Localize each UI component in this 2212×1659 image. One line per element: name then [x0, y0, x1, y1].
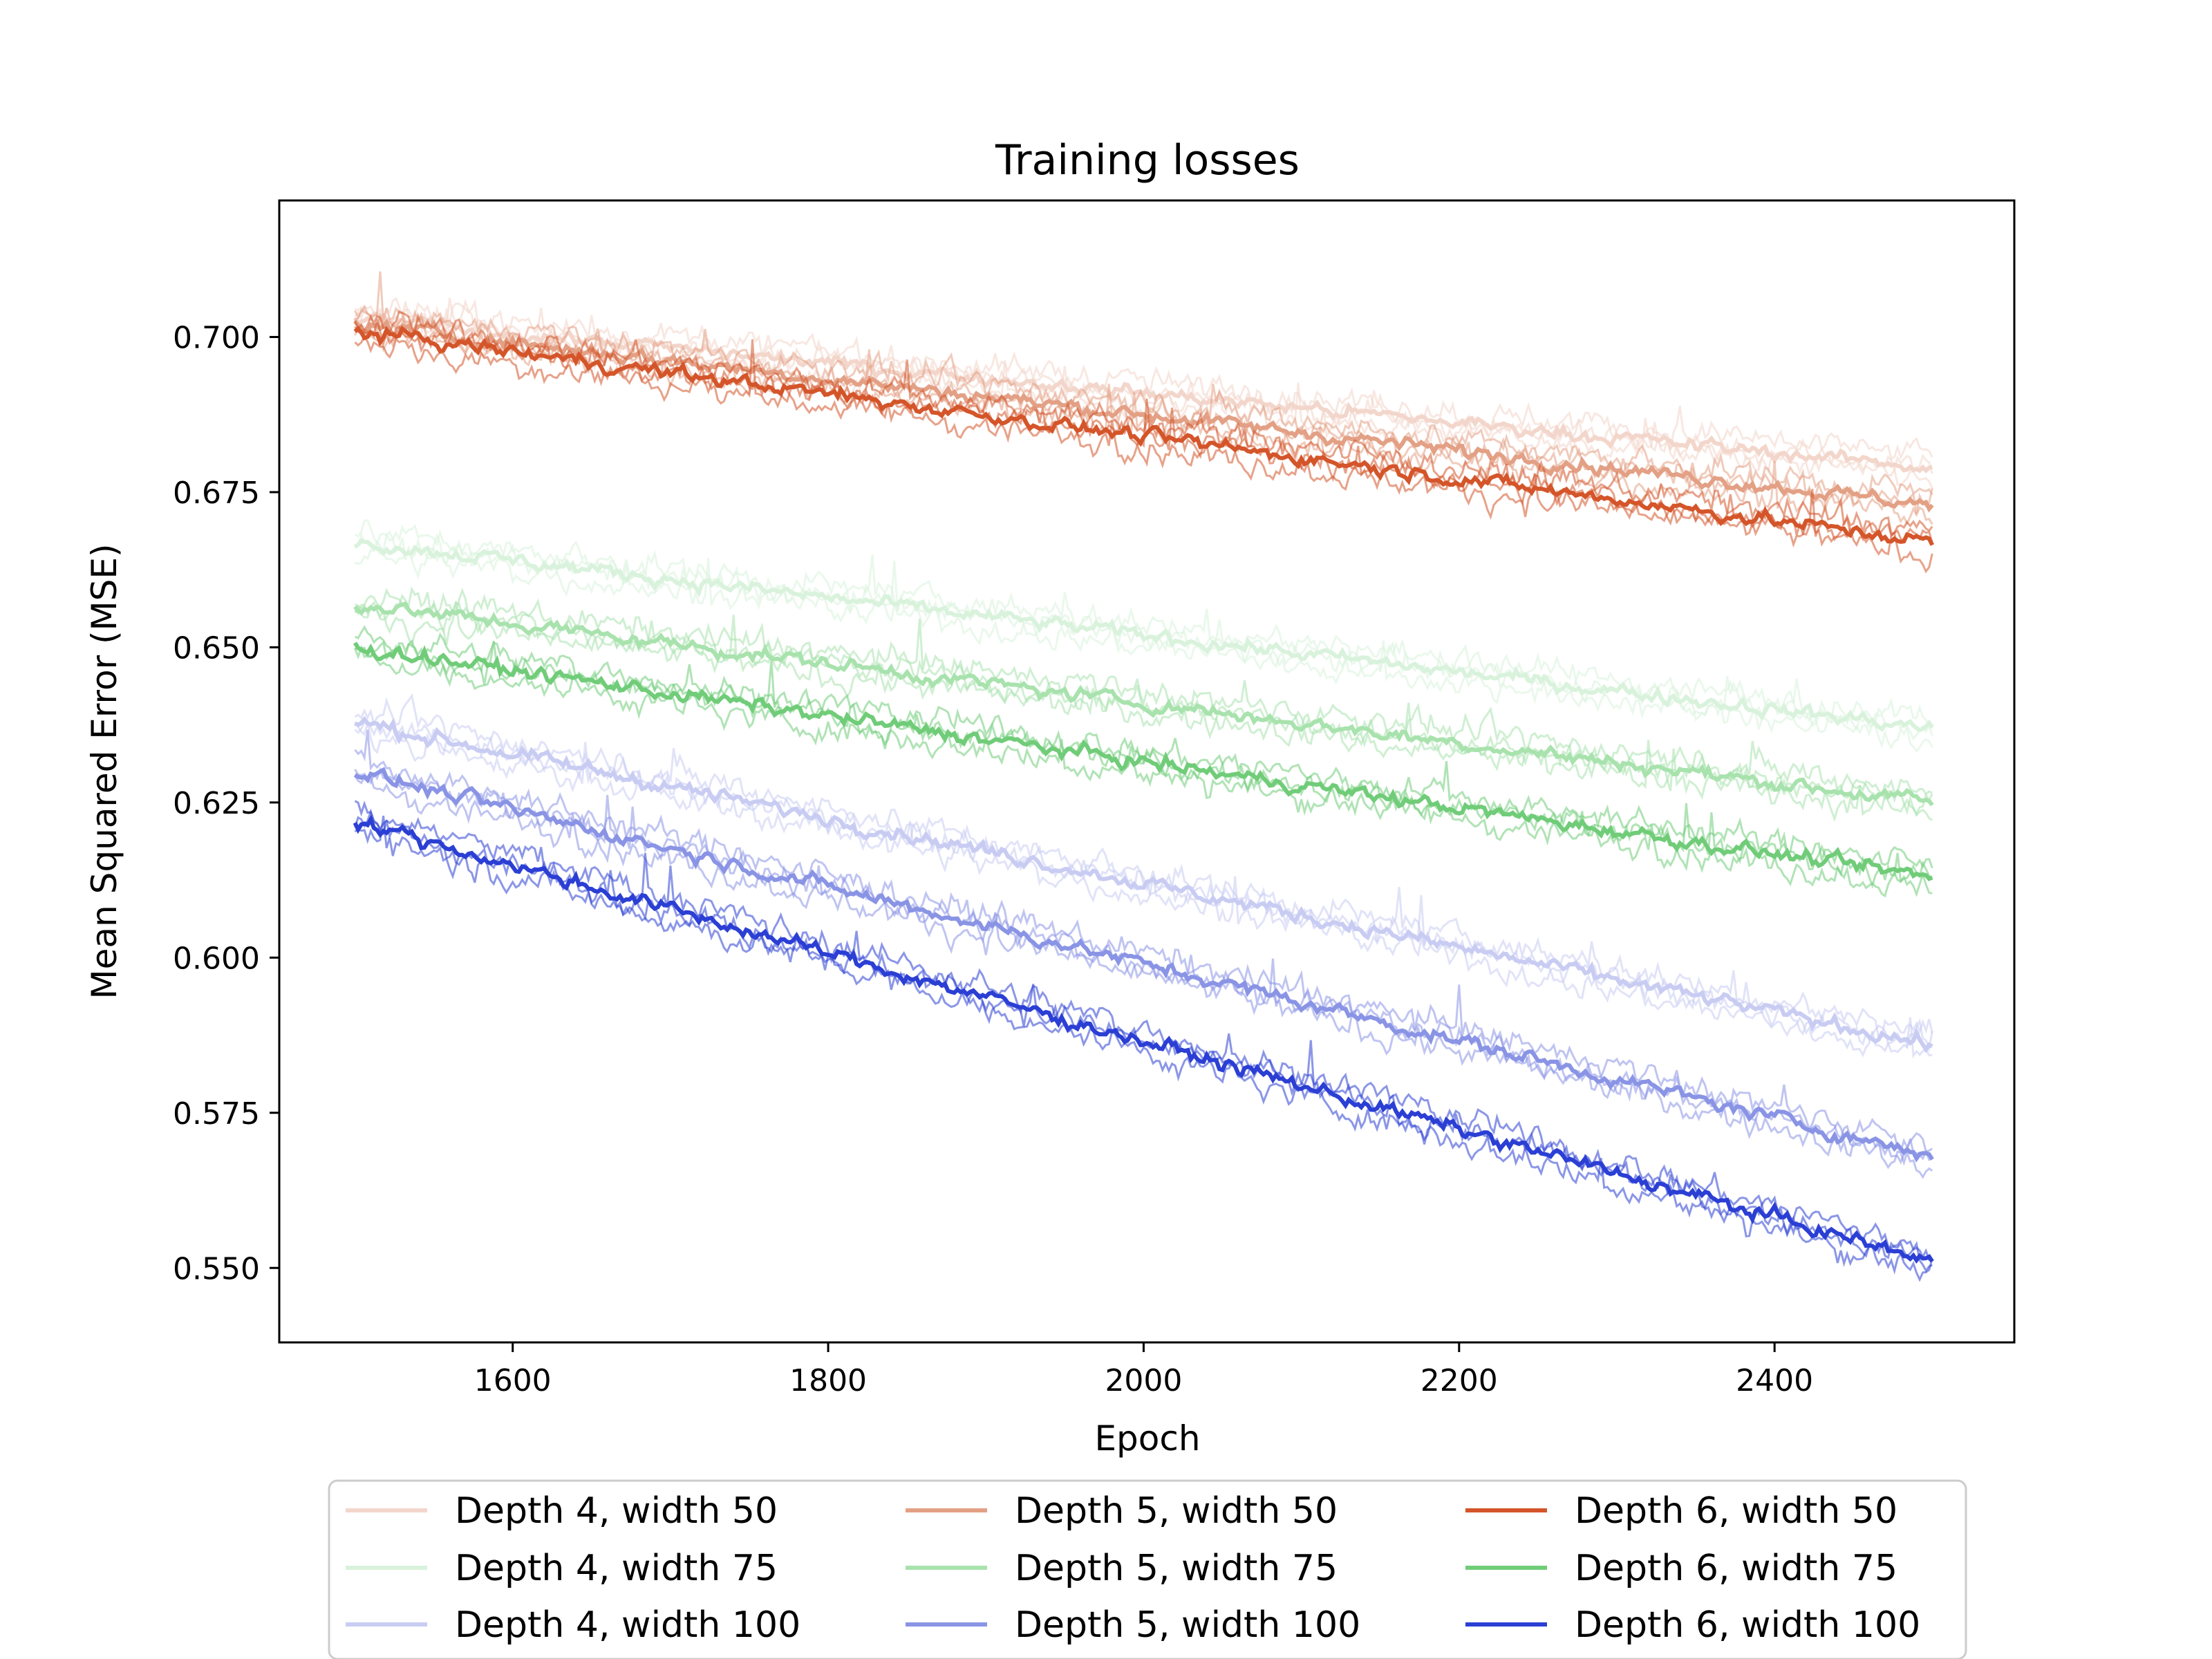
series-3-run-1 [354, 722, 1933, 1059]
legend-label-1: Depth 4, width 50 [455, 1490, 778, 1532]
legend-label-6: Depth 5, width 100 [1015, 1604, 1360, 1646]
x-axis: 1600 1800 2000 2200 2400 [474, 1342, 1813, 1398]
legend-item-5: Depth 5, width 75 [906, 1548, 1338, 1589]
series-6-mean-line [353, 767, 1934, 1163]
legend-label-5: Depth 5, width 75 [1015, 1548, 1338, 1589]
y-tick-label-2: 0.600 [173, 941, 260, 976]
legend-item-3: Depth 4, width 100 [346, 1604, 800, 1646]
legend-label-3: Depth 4, width 100 [455, 1604, 800, 1646]
y-axis: 0.550 0.575 0.600 0.625 0.650 0.675 0.700 [173, 321, 279, 1286]
legend-item-4: Depth 5, width 50 [906, 1490, 1338, 1532]
series-7-run-2 [354, 319, 1933, 543]
legend-label-8: Depth 6, width 75 [1575, 1548, 1897, 1589]
legend: Depth 4, width 50 Depth 4, width 75 Depth … [328, 1479, 1967, 1659]
series-3-mean-line [354, 715, 1933, 1053]
series-6 [353, 729, 1934, 1179]
legend-label-4: Depth 5, width 50 [1015, 1490, 1338, 1532]
series-5 [353, 586, 1934, 823]
y-tick-label-6: 0.700 [173, 321, 260, 356]
x-tick-label-1800: 1800 [789, 1363, 867, 1398]
legend-label-2: Depth 4, width 75 [455, 1548, 778, 1589]
series-6-run-1 [354, 775, 1933, 1179]
legend-item-8: Depth 6, width 75 [1465, 1548, 1897, 1589]
series-2-mean-line [353, 538, 1934, 733]
x-tick-label-2400: 2400 [1736, 1363, 1813, 1398]
series-7 [353, 310, 1935, 574]
legend-item-1: Depth 4, width 50 [346, 1490, 778, 1532]
x-tick-label-2200: 2200 [1421, 1363, 1498, 1398]
y-tick-label-3: 0.625 [173, 786, 260, 821]
series-8-run-3 [354, 625, 1933, 869]
series-6-run-3 [354, 729, 1933, 1161]
legend-label-7: Depth 6, width 50 [1575, 1490, 1897, 1532]
legend-item-7: Depth 6, width 50 [1465, 1490, 1897, 1532]
series-4-run-3 [354, 271, 1933, 500]
y-tick-label-4: 0.650 [173, 630, 260, 666]
series-2 [353, 519, 1934, 753]
series-5-run-3 [355, 586, 1933, 798]
y-axis-label: Mean Squared Error (MSE) [84, 543, 124, 999]
legend-frame [328, 1479, 1967, 1659]
legend-items: Depth 4, width 50 Depth 4, width 75 Depth … [346, 1490, 1920, 1646]
y-tick-label-0: 0.550 [173, 1251, 260, 1286]
legend-item-6: Depth 5, width 100 [906, 1604, 1360, 1646]
chart-title: Training losses [995, 136, 1300, 185]
x-tick-label-2000: 2000 [1105, 1363, 1182, 1398]
series-9 [353, 800, 1934, 1282]
y-tick-label-1: 0.575 [173, 1096, 260, 1132]
plot-frame [278, 199, 2016, 1344]
series-layer [353, 271, 1935, 1282]
series-9-run-3 [354, 800, 1933, 1262]
legend-item-2: Depth 4, width 75 [346, 1548, 778, 1589]
series-8-run-1 [355, 646, 1933, 898]
x-axis-label: Epoch [1094, 1418, 1200, 1459]
legend-item-9: Depth 6, width 100 [1465, 1604, 1920, 1646]
series-8-mean-line [353, 641, 1933, 881]
series-7-run-3 [354, 310, 1933, 536]
series-9-run-2 [354, 808, 1933, 1273]
series-3 [354, 693, 1933, 1059]
series-8 [353, 625, 1933, 898]
legend-label-9: Depth 6, width 100 [1575, 1604, 1920, 1646]
series-9-mean-line [353, 814, 1934, 1264]
y-tick-label-5: 0.675 [173, 476, 260, 511]
x-tick-label-1600: 1600 [474, 1363, 552, 1398]
series-7-mean-line [353, 325, 1935, 546]
series-1-mean-line [353, 312, 1933, 474]
series-5-mean-line [353, 601, 1934, 807]
